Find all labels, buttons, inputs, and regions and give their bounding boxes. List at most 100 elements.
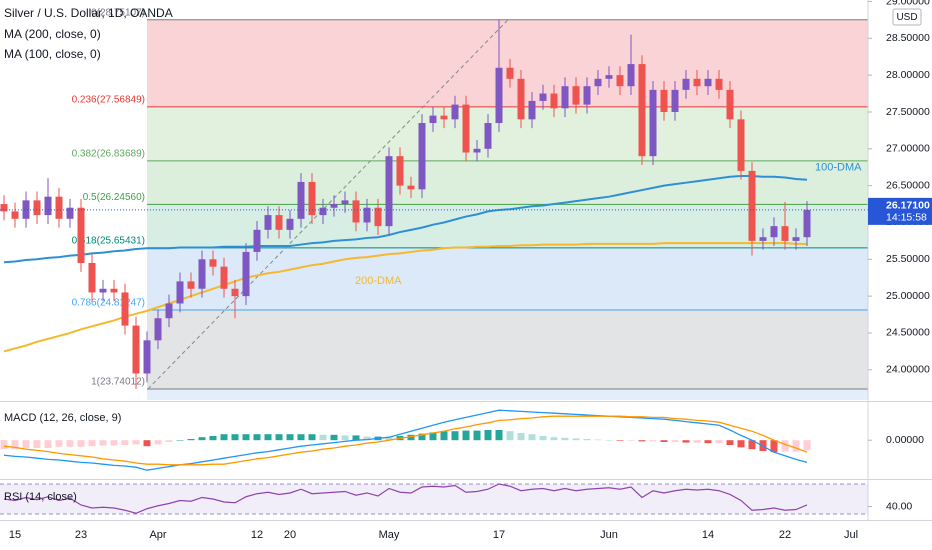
candle-body bbox=[385, 156, 393, 227]
candle-body bbox=[319, 207, 327, 216]
candle-body bbox=[286, 218, 294, 230]
candle-body bbox=[594, 78, 602, 87]
macd-histogram-bar bbox=[803, 440, 811, 451]
macd-histogram-bar bbox=[627, 440, 635, 441]
y-tick-label: 27.50000 bbox=[886, 106, 930, 118]
candle-body bbox=[264, 215, 272, 230]
macd-histogram-bar bbox=[242, 434, 250, 441]
x-tick-label: 14 bbox=[702, 529, 714, 541]
macd-histogram-bar bbox=[297, 434, 305, 441]
macd-histogram-bar bbox=[770, 440, 778, 453]
macd-histogram-bar bbox=[418, 433, 426, 441]
macd-histogram-bar bbox=[407, 434, 415, 441]
y-tick-label: 28.50000 bbox=[886, 32, 930, 44]
x-tick-label: 17 bbox=[493, 529, 505, 541]
ma-label: 100-DMA bbox=[815, 162, 862, 174]
macd-histogram-bar bbox=[99, 440, 107, 446]
currency-box[interactable] bbox=[892, 8, 922, 26]
macd-histogram-bar bbox=[429, 432, 437, 441]
fib-band bbox=[147, 388, 868, 400]
candle-body bbox=[396, 156, 404, 186]
macd-histogram-bar bbox=[143, 440, 151, 447]
candle-body bbox=[506, 67, 514, 79]
macd-histogram-bar bbox=[594, 439, 602, 441]
x-tick-label: Jun bbox=[600, 529, 618, 541]
candle-body bbox=[561, 86, 569, 109]
macd-histogram-bar bbox=[220, 434, 228, 441]
candle-body bbox=[110, 288, 118, 293]
candle-body bbox=[143, 340, 151, 374]
macd-histogram-bar bbox=[363, 436, 371, 441]
candle-body bbox=[55, 196, 63, 219]
candle-body bbox=[781, 226, 789, 241]
fib-band bbox=[147, 160, 868, 205]
candle-body bbox=[99, 288, 107, 293]
candle-body bbox=[374, 207, 382, 227]
candle-body bbox=[473, 148, 481, 153]
y-tick-label: 40.00 bbox=[886, 500, 912, 512]
candle-body bbox=[220, 266, 228, 289]
macd-histogram-bar bbox=[715, 440, 723, 444]
candle-body bbox=[605, 75, 613, 79]
fib-label: 0.5(26.24560) bbox=[83, 192, 145, 203]
fib-label: 0.236(27.56849) bbox=[72, 95, 145, 106]
legend-entry: MA (200, close, 0) bbox=[4, 27, 101, 41]
macd-histogram-bar bbox=[198, 437, 206, 441]
macd-histogram-bar bbox=[187, 439, 195, 441]
macd-histogram-bar bbox=[110, 440, 118, 446]
candle-body bbox=[198, 259, 206, 289]
macd-histogram-bar bbox=[748, 440, 756, 450]
x-tick-label: 15 bbox=[9, 529, 21, 541]
y-tick-label: 25.50000 bbox=[886, 253, 930, 265]
fib-label: 0.618(25.65431) bbox=[72, 236, 145, 247]
candle-body bbox=[649, 89, 657, 157]
fib-label: 1(23.74012) bbox=[91, 377, 145, 388]
macd-histogram-bar bbox=[253, 434, 261, 441]
x-tick-label: 22 bbox=[779, 529, 791, 541]
candle-body bbox=[737, 119, 745, 171]
macd-histogram-bar bbox=[286, 434, 294, 441]
currency-label[interactable]: USD bbox=[896, 12, 917, 23]
x-tick-label: Apr bbox=[149, 529, 166, 541]
candle-body bbox=[297, 181, 305, 219]
candle-body bbox=[77, 207, 85, 263]
fib-label: 0(28.75107) bbox=[91, 7, 145, 18]
fib-label: 0.786(24.81247) bbox=[72, 298, 145, 309]
candle-body bbox=[418, 123, 426, 190]
candle-body bbox=[517, 78, 525, 120]
x-tick-label: 23 bbox=[75, 529, 87, 541]
candle-body bbox=[88, 262, 96, 293]
fib-band bbox=[147, 19, 868, 107]
candle-body bbox=[451, 104, 459, 120]
macd-histogram-bar bbox=[319, 434, 327, 441]
candle-body bbox=[363, 207, 371, 223]
candle-body bbox=[242, 251, 250, 297]
candle-body bbox=[22, 200, 30, 219]
macd-histogram-bar bbox=[561, 437, 569, 441]
macd-histogram-bar bbox=[22, 440, 30, 448]
candle-body bbox=[484, 123, 492, 149]
candle-body bbox=[121, 292, 129, 326]
x-tick-label: Jul bbox=[844, 529, 858, 541]
y-tick-label: 29.00000 bbox=[886, 0, 930, 7]
last-price-box bbox=[868, 197, 932, 225]
macd-line bbox=[3, 409, 808, 471]
candle-body bbox=[0, 204, 8, 212]
candle-body bbox=[11, 211, 19, 219]
price-pane: 0(28.75107) 0.236(27.56849) 0.382(26.83689… bbox=[0, 7, 868, 400]
macd-histogram-bar bbox=[264, 434, 272, 441]
macd-histogram-bar bbox=[506, 431, 514, 441]
candle-body bbox=[154, 318, 162, 341]
fib-label: 0.382(26.83689) bbox=[72, 148, 145, 159]
y-tick-label: 0.00000 bbox=[886, 434, 924, 446]
fib-band bbox=[147, 106, 868, 161]
candle-body bbox=[616, 75, 624, 87]
candle-body bbox=[539, 93, 547, 101]
macd-histogram-bar bbox=[781, 440, 789, 452]
candle-body bbox=[693, 78, 701, 87]
candle-body bbox=[440, 115, 448, 120]
macd-histogram-bar bbox=[649, 440, 657, 442]
candle-body bbox=[429, 115, 437, 124]
